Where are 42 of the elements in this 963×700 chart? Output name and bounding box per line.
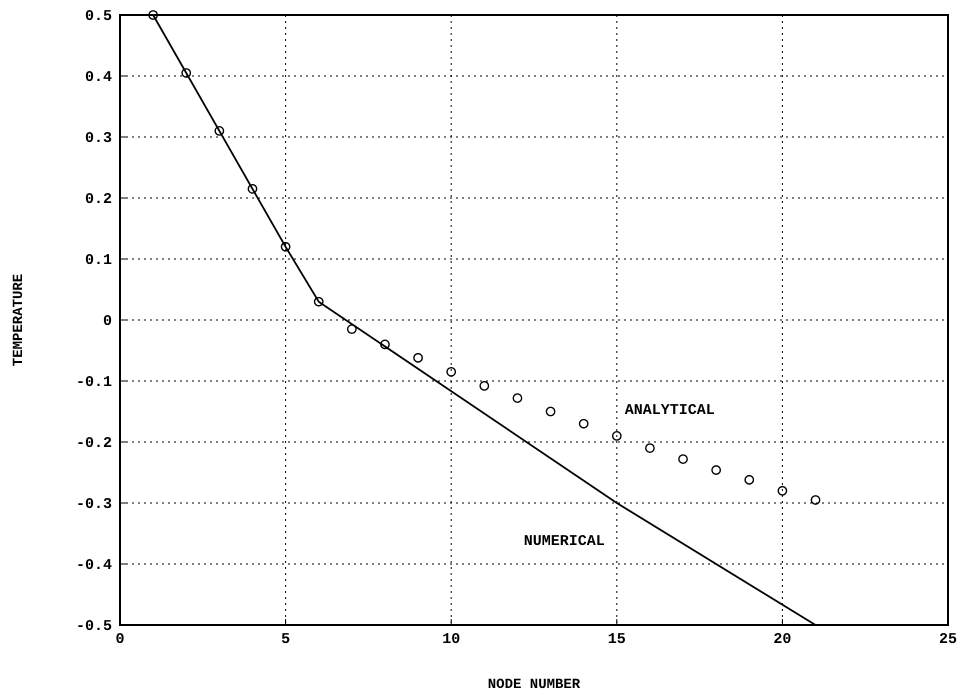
point <box>678 454 688 464</box>
x-axis-title: NODE NUMBER <box>488 677 581 693</box>
x-tick-label: 15 <box>608 631 626 648</box>
point <box>810 495 820 505</box>
series-label: ANALYTICAL <box>624 402 715 419</box>
x-tick-label: 5 <box>281 631 290 648</box>
point <box>280 242 290 252</box>
point <box>413 352 423 363</box>
point <box>645 443 655 453</box>
y-tick-label: -0.2 <box>76 435 112 452</box>
point <box>479 381 490 391</box>
y-tick-label: 0 <box>102 313 112 330</box>
point <box>778 486 788 496</box>
x-tick-label: 25 <box>938 631 958 648</box>
y-tick-label: -0.1 <box>76 374 112 391</box>
point <box>612 431 622 441</box>
point <box>380 340 390 350</box>
x-tick-label: 0 <box>115 631 125 648</box>
y-tick-label: -0.4 <box>76 557 112 574</box>
y-tick-label: 0.3 <box>84 130 112 147</box>
y-tick-label: 0.4 <box>84 69 112 86</box>
y-axis-title: TEMPERATURE <box>11 274 27 366</box>
point <box>248 184 258 194</box>
text: NUMERICAL <box>524 533 605 550</box>
point <box>744 474 754 485</box>
point <box>346 324 357 334</box>
y-tick-label: 0.2 <box>84 191 112 208</box>
y-tick-label: 0.5 <box>84 8 112 25</box>
point <box>578 418 589 429</box>
x-tick-label: 10 <box>442 631 460 648</box>
y-tick-label: -0.3 <box>76 496 112 513</box>
point <box>148 10 158 20</box>
y-tick-label: -0.5 <box>76 618 112 635</box>
point <box>546 406 556 416</box>
point <box>711 465 722 475</box>
y-tick-label: 0.1 <box>84 252 112 269</box>
point <box>181 68 192 78</box>
point <box>314 296 324 307</box>
point <box>512 393 522 403</box>
x-tick-label: 20 <box>773 631 792 648</box>
point <box>446 366 456 377</box>
point <box>214 126 224 136</box>
